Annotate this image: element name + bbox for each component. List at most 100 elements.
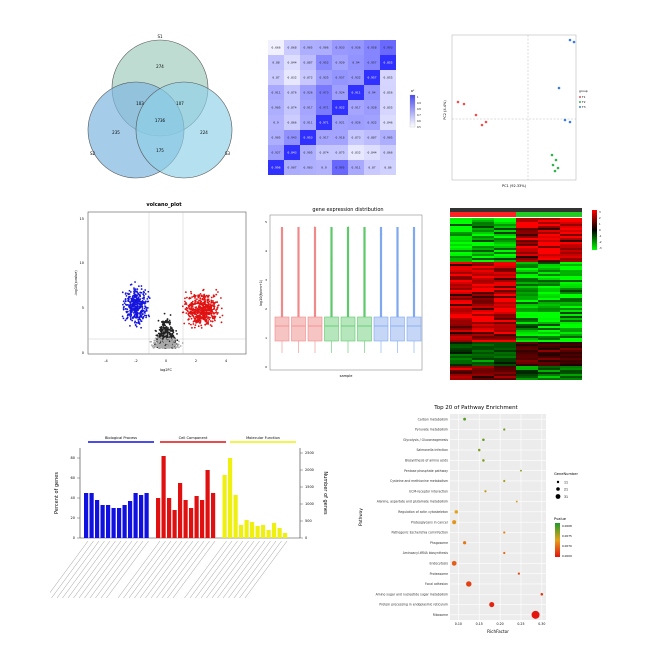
- kegg-ylabel: Pathway: [358, 508, 363, 526]
- corr-cell-value: 0.855: [383, 76, 392, 80]
- volcano-ytick: 10: [80, 261, 84, 265]
- corr-cell: [316, 130, 332, 145]
- kegg-plot-area: [450, 414, 546, 620]
- go-bar: [261, 525, 266, 538]
- corr-cell-value: 0.971: [319, 106, 328, 110]
- go-bar: [222, 475, 227, 538]
- volcano-ylabel: -log10(pvalue): [74, 270, 78, 296]
- kegg-pathway-label: Ribosome: [433, 613, 448, 617]
- kegg-pathway-label: Pyruvate metabolism: [415, 428, 448, 432]
- corr-cell: [348, 130, 364, 145]
- venn-diagram: S1 S2 S3 274 235 224 103 107 175 1736: [80, 30, 240, 190]
- corr-cell: [364, 85, 380, 100]
- go-bar: [117, 508, 122, 538]
- corr-cell-value: 0.887: [303, 61, 312, 65]
- go-bar: [89, 493, 94, 538]
- corr-cell-value: 0.87: [272, 76, 279, 80]
- pca-legend-item: T3: [581, 105, 586, 109]
- boxplot-ytick: 5: [265, 220, 267, 224]
- corr-cell-value: 0.905: [271, 136, 280, 140]
- kegg-pathway-label: Phagosome: [430, 541, 448, 545]
- boxplot-sample: [357, 227, 372, 353]
- corr-cell-value: 0.843: [287, 151, 296, 155]
- corr-cell-value: 0.876: [287, 91, 296, 95]
- corr-cell-value: 0.927: [271, 151, 280, 155]
- go-bar: [183, 500, 188, 538]
- boxplot-ytick: 4: [265, 249, 267, 253]
- kegg-pathway-label: Aminoacyl-tRNA biosynthesis: [403, 551, 449, 555]
- pca-frame: [451, 34, 577, 181]
- corr-cell: [332, 85, 348, 100]
- pca-points-t3: [557, 38, 576, 124]
- kegg-xtick: 0.25: [517, 622, 524, 626]
- pca-legend-title: group: [579, 89, 588, 93]
- corr-cell: [332, 55, 348, 70]
- kegg-pathway-label: Alanine, aspartate and glutamate metabol…: [377, 500, 448, 504]
- corr-cell-value: 0.921: [335, 121, 344, 125]
- corr-cell-value: 0.917: [351, 106, 360, 110]
- corr-cell: [348, 85, 364, 100]
- corr-cell: [316, 40, 332, 55]
- corr-cell-value: 0.917: [303, 106, 312, 110]
- corr-cell: [316, 85, 332, 100]
- go-left-tick: 0: [73, 536, 75, 540]
- kegg-size-legend-item: 21: [564, 488, 568, 492]
- kegg-point: [463, 541, 467, 545]
- volcano-xtick: 2: [195, 359, 197, 363]
- corr-legend: R² 1 0.9 0.8 0.7 0.6 0.5: [409, 89, 421, 129]
- kegg-pathway-label: Salmonella infection: [416, 448, 448, 452]
- kegg-point: [484, 490, 487, 493]
- corr-cell-value: 0.887: [367, 136, 376, 140]
- corr-cell: [284, 100, 300, 115]
- corr-legend-tick: 1: [417, 96, 419, 99]
- corr-cell: [316, 145, 332, 160]
- kegg-pathway-label: Biosynthesis of amino acids: [405, 458, 448, 462]
- corr-cell-value: 0.846: [383, 121, 392, 125]
- go-bar: [111, 508, 116, 538]
- corr-cell: [300, 145, 316, 160]
- corr-cell-value: 0.926: [303, 91, 312, 95]
- go-bar: [178, 483, 183, 538]
- corr-cell-value: 0.920: [335, 61, 344, 65]
- corr-cell-value: 0.925: [319, 76, 328, 80]
- corr-cell-value: 0.953: [303, 136, 312, 140]
- corr-cell-value: 0.922: [335, 106, 344, 110]
- hm-legend-tick: 0: [599, 228, 601, 232]
- boxplot-xlabel: sample: [340, 374, 353, 378]
- corr-cell: [316, 100, 332, 115]
- kegg-point: [515, 500, 518, 503]
- go-category-label: Molecular Function: [246, 436, 280, 440]
- go-category-label: Cell Component: [179, 436, 208, 440]
- corr-legend-tick: 0.5: [417, 126, 421, 129]
- corr-cell: [284, 145, 300, 160]
- correlation-heatmap: 0.666 0.868 0.905 0.906 0.933 0.936 0.958 0.993…: [268, 40, 423, 180]
- corr-cell: [284, 85, 300, 100]
- corr-cell-value: 0.973: [319, 91, 328, 95]
- volcano-ytick: 0: [82, 351, 84, 355]
- venn-count: 175: [156, 148, 164, 153]
- volcano-plot: volcano_plot -4 -2 0 2 4 0 5 10 15 log2F…: [72, 198, 252, 378]
- volcano-ytick: 5: [82, 306, 84, 310]
- go-bar: [255, 526, 260, 538]
- corr-cell-value: 0.917: [319, 136, 328, 140]
- corr-cell-value: 0.872: [303, 76, 312, 80]
- corr-cell-value: 0.87: [368, 166, 375, 170]
- corr-cell-value: 0.957: [367, 76, 376, 80]
- corr-cell: [332, 115, 348, 130]
- volcano-xtick: -4: [104, 359, 108, 363]
- corr-cell: [268, 160, 284, 175]
- go-term-labels: [45, 540, 288, 599]
- kegg-color-legend-item: 0.0009: [562, 554, 572, 558]
- go-bar: [194, 496, 199, 538]
- corr-cell: [332, 130, 348, 145]
- boxplot-sample: [373, 226, 389, 353]
- hm-legend-tick: -3: [599, 246, 602, 250]
- corr-cell: [364, 40, 380, 55]
- corr-cell-value: 0.926: [351, 121, 360, 125]
- go-bar: [205, 470, 210, 538]
- go-right-tick: 1000: [305, 502, 314, 506]
- boxplot-sample: [324, 226, 339, 353]
- corr-cell: [348, 115, 364, 130]
- kegg-point: [503, 531, 506, 534]
- go-bar: [211, 493, 216, 538]
